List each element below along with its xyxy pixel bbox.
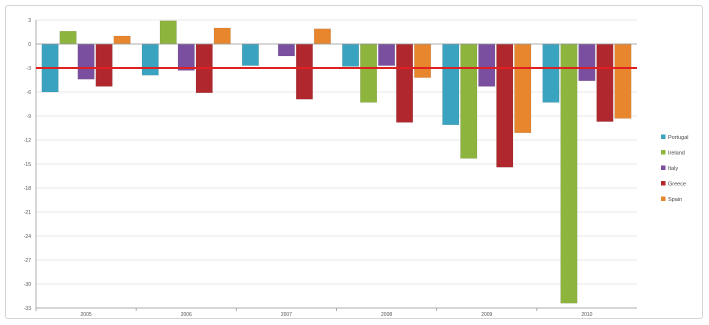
x-axis-ticks: 2005 2006 2007 2008 2009 2010 — [81, 312, 593, 318]
bar-italy-2009 — [478, 43, 496, 87]
x-tick-label: 2010 — [581, 312, 592, 318]
bar-spain-2007 — [313, 28, 331, 45]
legend-swatch-ireland — [661, 150, 666, 155]
legend-label-greece: Greece — [668, 182, 686, 188]
x-tick-label: 2005 — [81, 312, 92, 318]
legend-label-ireland: Ireland — [668, 151, 685, 157]
y-tick-label: -24 — [24, 234, 31, 240]
y-tick-label: -3 — [27, 66, 32, 72]
bar-italy-2006 — [177, 43, 195, 71]
bar-spain-2009 — [514, 43, 532, 134]
bar-ireland-2006 — [159, 20, 177, 45]
bar-italy-2010 — [578, 43, 596, 82]
x-tick-label: 2008 — [381, 312, 392, 318]
legend-swatch-greece — [661, 181, 666, 186]
legend-label-portugal: Portugal — [668, 135, 689, 141]
y-tick-label: -18 — [24, 186, 31, 192]
y-tick-label: -30 — [24, 282, 31, 288]
bar-portugal-2010 — [542, 43, 560, 103]
legend-label-italy: Italy — [668, 166, 678, 172]
y-tick-label: -27 — [24, 258, 31, 264]
bar-italy-2005 — [77, 43, 95, 80]
legend-swatch-italy — [661, 165, 666, 170]
legend: Portugal Ireland Italy Greece Spain — [661, 134, 689, 203]
bar-ireland-2005 — [59, 30, 77, 45]
bar-ireland-2008 — [360, 43, 378, 103]
legend-label-spain: Spain — [668, 197, 682, 203]
bar-portugal-2007 — [241, 43, 259, 66]
y-tick-label: -15 — [24, 162, 31, 168]
y-tick-label: -21 — [24, 210, 31, 216]
x-tick-label: 2009 — [481, 312, 492, 318]
x-tick-label: 2007 — [281, 312, 292, 318]
y-tick-label: 3 — [28, 18, 31, 24]
bar-portugal-2006 — [141, 43, 159, 76]
y-tick-label: -33 — [24, 306, 31, 312]
legend-swatch-portugal — [661, 134, 666, 139]
bar-ireland-2009 — [460, 43, 478, 159]
bar-greece-2007 — [295, 43, 313, 100]
bar-italy-2008 — [378, 43, 396, 66]
bar-spain-2008 — [414, 43, 432, 78]
bar-greece-2008 — [396, 43, 414, 123]
bar-greece-2009 — [496, 43, 514, 168]
x-tick-label: 2006 — [181, 312, 192, 318]
y-tick-label: -9 — [27, 114, 32, 120]
bar-greece-2010 — [596, 43, 614, 122]
bar-portugal-2008 — [342, 43, 360, 67]
bar-greece-2005 — [95, 43, 113, 87]
bars — [41, 20, 632, 304]
bar-portugal-2009 — [442, 43, 460, 126]
y-tick-label: -12 — [24, 138, 31, 144]
y-tick-label: 0 — [28, 42, 31, 48]
y-tick-label: -6 — [27, 90, 32, 96]
bar-italy-2007 — [277, 43, 295, 57]
bar-spain-2010 — [614, 43, 632, 119]
y-axis-ticks: 3 0 -3 -6 -9 -12 -15 -18 -21 -24 -27 -30 -33 — [24, 18, 31, 312]
bar-spain-2006 — [213, 27, 231, 45]
legend-swatch-spain — [661, 196, 666, 201]
bar-ireland-2010 — [560, 43, 578, 304]
bar-spain-2005 — [113, 35, 131, 45]
